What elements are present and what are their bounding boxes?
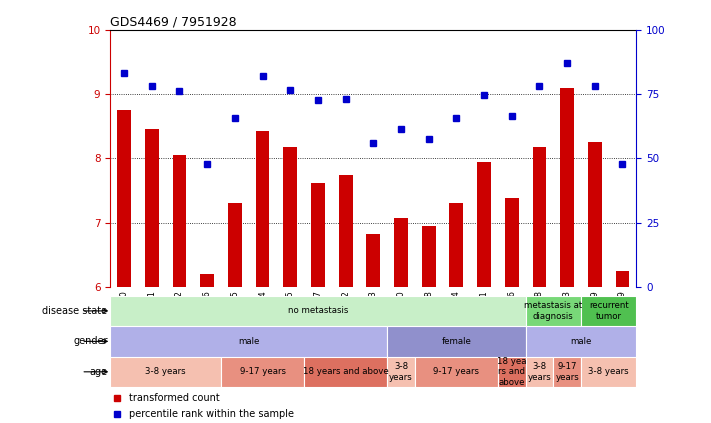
Bar (422, 226, 436, 287)
Text: recurrent
tumor: recurrent tumor (589, 301, 629, 321)
Text: 9-17
years: 9-17 years (555, 362, 579, 382)
Bar (387, 326, 525, 357)
Bar (110, 357, 221, 387)
Bar (525, 326, 636, 357)
Bar (449, 203, 464, 287)
Text: 18 yea
rs and
above: 18 yea rs and above (497, 357, 526, 387)
Text: GDS4469 / 7951928: GDS4469 / 7951928 (110, 16, 237, 28)
Text: no metastasis: no metastasis (288, 306, 348, 316)
Bar (525, 357, 553, 387)
Bar (387, 357, 415, 387)
Bar (505, 198, 518, 287)
Bar (201, 275, 214, 287)
Text: age: age (90, 367, 107, 377)
Bar (228, 203, 242, 287)
Bar (560, 88, 574, 287)
Bar (616, 271, 629, 287)
Bar (304, 357, 387, 387)
Text: 3-8 years: 3-8 years (145, 367, 186, 376)
Bar (221, 357, 304, 387)
Text: 9-17 years: 9-17 years (433, 367, 479, 376)
Text: 3-8 years: 3-8 years (588, 367, 629, 376)
Bar (117, 110, 131, 287)
Text: female: female (442, 337, 471, 346)
Text: metastasis at
diagnosis: metastasis at diagnosis (524, 301, 582, 321)
Bar (553, 357, 581, 387)
Text: gender: gender (73, 336, 107, 346)
Bar (110, 296, 525, 326)
Text: 3-8
years: 3-8 years (528, 362, 551, 382)
Bar (366, 234, 380, 287)
Bar (338, 175, 353, 287)
Bar (173, 155, 186, 287)
Bar (110, 326, 387, 357)
Bar (581, 357, 636, 387)
Text: 3-8
years: 3-8 years (389, 362, 413, 382)
Bar (477, 162, 491, 287)
Text: 18 years and above: 18 years and above (303, 367, 388, 376)
Bar (498, 357, 525, 387)
Bar (588, 142, 602, 287)
Text: percentile rank within the sample: percentile rank within the sample (129, 409, 294, 419)
Text: male: male (238, 337, 260, 346)
Text: transformed count: transformed count (129, 393, 220, 403)
Bar (283, 147, 297, 287)
Text: 9-17 years: 9-17 years (240, 367, 286, 376)
Bar (525, 296, 581, 326)
Bar (415, 357, 498, 387)
Bar (311, 183, 325, 287)
Bar (145, 129, 159, 287)
Text: male: male (570, 337, 592, 346)
Text: disease state: disease state (43, 306, 107, 316)
Bar (581, 296, 636, 326)
Bar (533, 147, 546, 287)
Bar (255, 132, 269, 287)
Bar (394, 218, 408, 287)
